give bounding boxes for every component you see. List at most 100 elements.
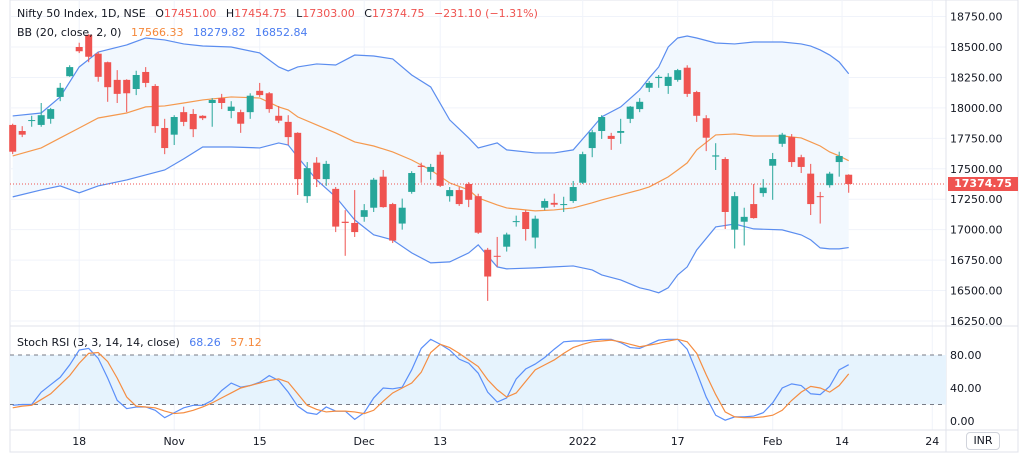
candle [826,171,834,188]
current-price-tag: 17374.75 [948,177,1018,191]
candle-body [731,196,739,230]
candle-body [332,188,340,227]
candle-body [702,118,710,138]
symbol-title: Nifty 50 Index, 1D, NSE [17,7,146,20]
candle-body [417,165,425,167]
candle [427,163,435,180]
candle-body [617,131,625,133]
candle [721,157,729,230]
candle-body [9,124,17,152]
candle [351,190,359,237]
candle-body [655,76,663,79]
candle [474,193,482,234]
candle-body [816,196,824,198]
candle-body [512,221,520,223]
stoch-axis-label: 0.00 [950,415,975,428]
price-axis-label: 17750.00 [950,132,1003,145]
candle-body [788,137,796,163]
candle-body [275,115,283,121]
stoch-band-fill [10,355,946,405]
candle [484,247,492,301]
candle-body [360,210,368,217]
candle-body [66,67,74,77]
candle [47,107,55,124]
low-number: 17303.00 [302,7,355,20]
candle-body [674,70,682,80]
candle-body [170,117,178,135]
candle [626,106,634,124]
candle-body [712,155,720,157]
price-axis-label: 18500.00 [950,41,1003,54]
candle [218,93,226,110]
candle [132,70,140,96]
candle-body [683,67,691,94]
candle [170,115,178,146]
candle-body [75,47,83,52]
candle-body [189,113,197,130]
candle [189,109,197,138]
candle-body [313,162,321,180]
bb-basis-value: 17566.33 [130,26,184,39]
candle-body [104,62,112,88]
candle [835,151,843,177]
candle-body [446,190,454,197]
candle-body [493,255,501,257]
candle-body [645,82,653,88]
candle [664,73,672,94]
candle-body [322,163,330,180]
candle [503,232,511,252]
candle-body [18,131,26,135]
candle [408,171,416,194]
candle [636,98,644,113]
candle [674,68,682,82]
candle [56,82,64,102]
bb-lower-value: 16852.84 [254,26,308,39]
price-axis-label: 17500.00 [950,163,1003,176]
candle-body [123,79,131,94]
candle-body [579,154,587,183]
candle-body [474,196,482,233]
high-label: H [225,7,235,20]
stoch-legend[interactable]: Stoch RSI (3, 3, 14, 14, close) 68.26 57… [17,336,268,349]
candle [398,198,406,230]
time-axis-label: 2022 [569,435,597,448]
candle-body [132,75,140,90]
bb-legend[interactable]: BB (20, close, 2, 0) 17566.33 18279.82 1… [17,26,313,39]
open-number: 17451.00 [163,7,217,20]
time-axis-label: 13 [433,435,447,448]
candle-body [161,127,169,149]
candle-body [588,132,596,149]
candle-body [750,204,758,219]
time-axis-label: 18 [72,435,86,448]
candle [693,90,701,122]
candle [702,115,710,152]
high-value: H17454.75 [226,7,287,20]
candle-body [180,112,188,122]
candle [294,132,302,195]
candle [550,193,558,208]
price-axis-label: 18000.00 [950,102,1003,115]
candle [512,215,520,227]
candle-body [607,135,615,139]
currency-button[interactable]: INR [966,432,1000,450]
candle [560,196,568,212]
candle [598,115,606,139]
close-value: C17374.75 [364,7,424,20]
candle-body [142,71,150,83]
candle [389,202,397,244]
candle-body [28,120,36,122]
main-legend: Nifty 50 Index, 1D, NSE O17451.00 H17454… [17,7,544,20]
close-label: C [364,7,372,20]
candle [712,143,720,170]
candle-body [636,101,644,110]
candle-body [389,204,397,241]
candle [256,82,264,97]
candle-body [778,134,786,144]
candle [28,115,36,127]
candle-body [484,249,492,277]
price-axis-label: 16750.00 [950,254,1003,267]
candle [94,51,102,82]
candle [237,109,245,133]
candle [531,215,539,249]
